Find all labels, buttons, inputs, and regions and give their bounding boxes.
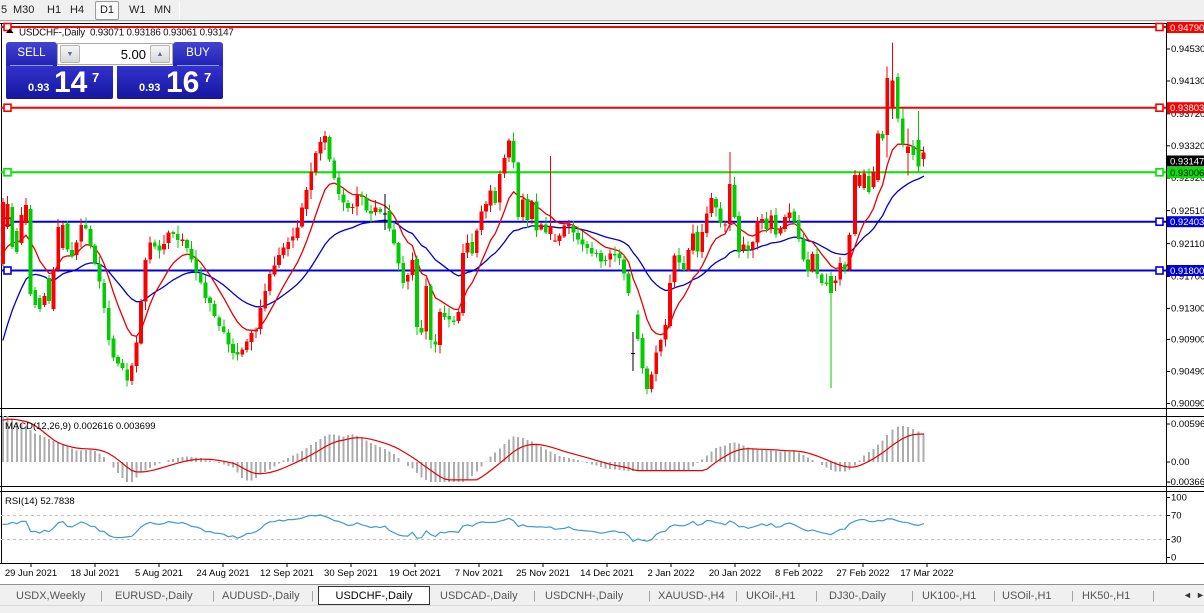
svg-text:RSI(14) 52.7838: RSI(14) 52.7838	[5, 496, 75, 507]
svg-text:0: 0	[1171, 553, 1176, 564]
svg-text:0.92510: 0.92510	[1171, 206, 1204, 217]
svg-text:70: 70	[1171, 511, 1182, 522]
svg-text:USDCHF-,Daily 0.93071 0.93186: USDCHF-,Daily 0.93071 0.93186 0.93061 0.…	[19, 28, 234, 39]
svg-text:0.91300: 0.91300	[1171, 304, 1204, 315]
svg-text:18 Jul 2021: 18 Jul 2021	[70, 568, 119, 579]
svg-text:0.91800: 0.91800	[1170, 266, 1204, 277]
svg-text:0.90090: 0.90090	[1171, 399, 1204, 410]
svg-text:0.93147: 0.93147	[1170, 157, 1204, 168]
svg-text:8 Feb 2022: 8 Feb 2022	[775, 568, 823, 579]
svg-text:0.94530: 0.94530	[1171, 44, 1204, 55]
svg-text:17 Mar 2022: 17 Mar 2022	[900, 568, 953, 579]
svg-text:27 Feb 2022: 27 Feb 2022	[836, 568, 889, 579]
svg-text:25 Nov 2021: 25 Nov 2021	[516, 568, 570, 579]
svg-text:0.93320: 0.93320	[1171, 141, 1204, 152]
svg-text:0.90490: 0.90490	[1171, 367, 1204, 378]
svg-text:0.90900: 0.90900	[1171, 335, 1204, 346]
svg-text:0.93006: 0.93006	[1170, 168, 1204, 179]
svg-text:0.92403: 0.92403	[1170, 217, 1204, 228]
svg-text:14 Dec 2021: 14 Dec 2021	[580, 568, 634, 579]
svg-text:100: 100	[1171, 493, 1187, 504]
svg-text:0.93720: 0.93720	[1171, 109, 1204, 120]
svg-text:2 Jan 2022: 2 Jan 2022	[647, 568, 694, 579]
svg-text:30 Sep 2021: 30 Sep 2021	[324, 568, 378, 579]
svg-text:MACD(12,26,9) 0.002616 0.00369: MACD(12,26,9) 0.002616 0.003699	[5, 421, 156, 432]
svg-text:19 Oct 2021: 19 Oct 2021	[389, 568, 441, 579]
svg-text:0.94130: 0.94130	[1171, 76, 1204, 87]
svg-text:0.93803: 0.93803	[1170, 103, 1204, 114]
svg-text:29 Jun 2021: 29 Jun 2021	[5, 568, 57, 579]
svg-text:7 Nov 2021: 7 Nov 2021	[455, 568, 504, 579]
svg-text:24 Aug 2021: 24 Aug 2021	[196, 568, 249, 579]
svg-text:0.92110: 0.92110	[1171, 239, 1204, 250]
svg-text:20 Jan 2022: 20 Jan 2022	[709, 568, 761, 579]
svg-text:30: 30	[1171, 535, 1182, 546]
svg-text:0.94790: 0.94790	[1170, 23, 1204, 34]
svg-text:12 Sep 2021: 12 Sep 2021	[260, 568, 314, 579]
svg-text:0.92920: 0.92920	[1171, 173, 1204, 184]
svg-text:0.00: 0.00	[1171, 457, 1190, 468]
svg-text:-0.00366: -0.00366	[1168, 477, 1204, 488]
svg-text:0.91700: 0.91700	[1171, 272, 1204, 283]
svg-text:5 Aug 2021: 5 Aug 2021	[135, 568, 183, 579]
svg-text:0.00596: 0.00596	[1171, 419, 1204, 430]
